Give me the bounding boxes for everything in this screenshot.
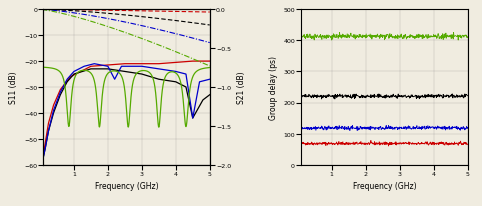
Y-axis label: Group delay (ps): Group delay (ps) [268, 56, 278, 119]
X-axis label: Frequency (GHz): Frequency (GHz) [95, 181, 159, 191]
Y-axis label: S11 (dB): S11 (dB) [10, 71, 18, 104]
X-axis label: Frequency (GHz): Frequency (GHz) [352, 181, 416, 191]
Y-axis label: S21 (dB): S21 (dB) [237, 71, 246, 104]
